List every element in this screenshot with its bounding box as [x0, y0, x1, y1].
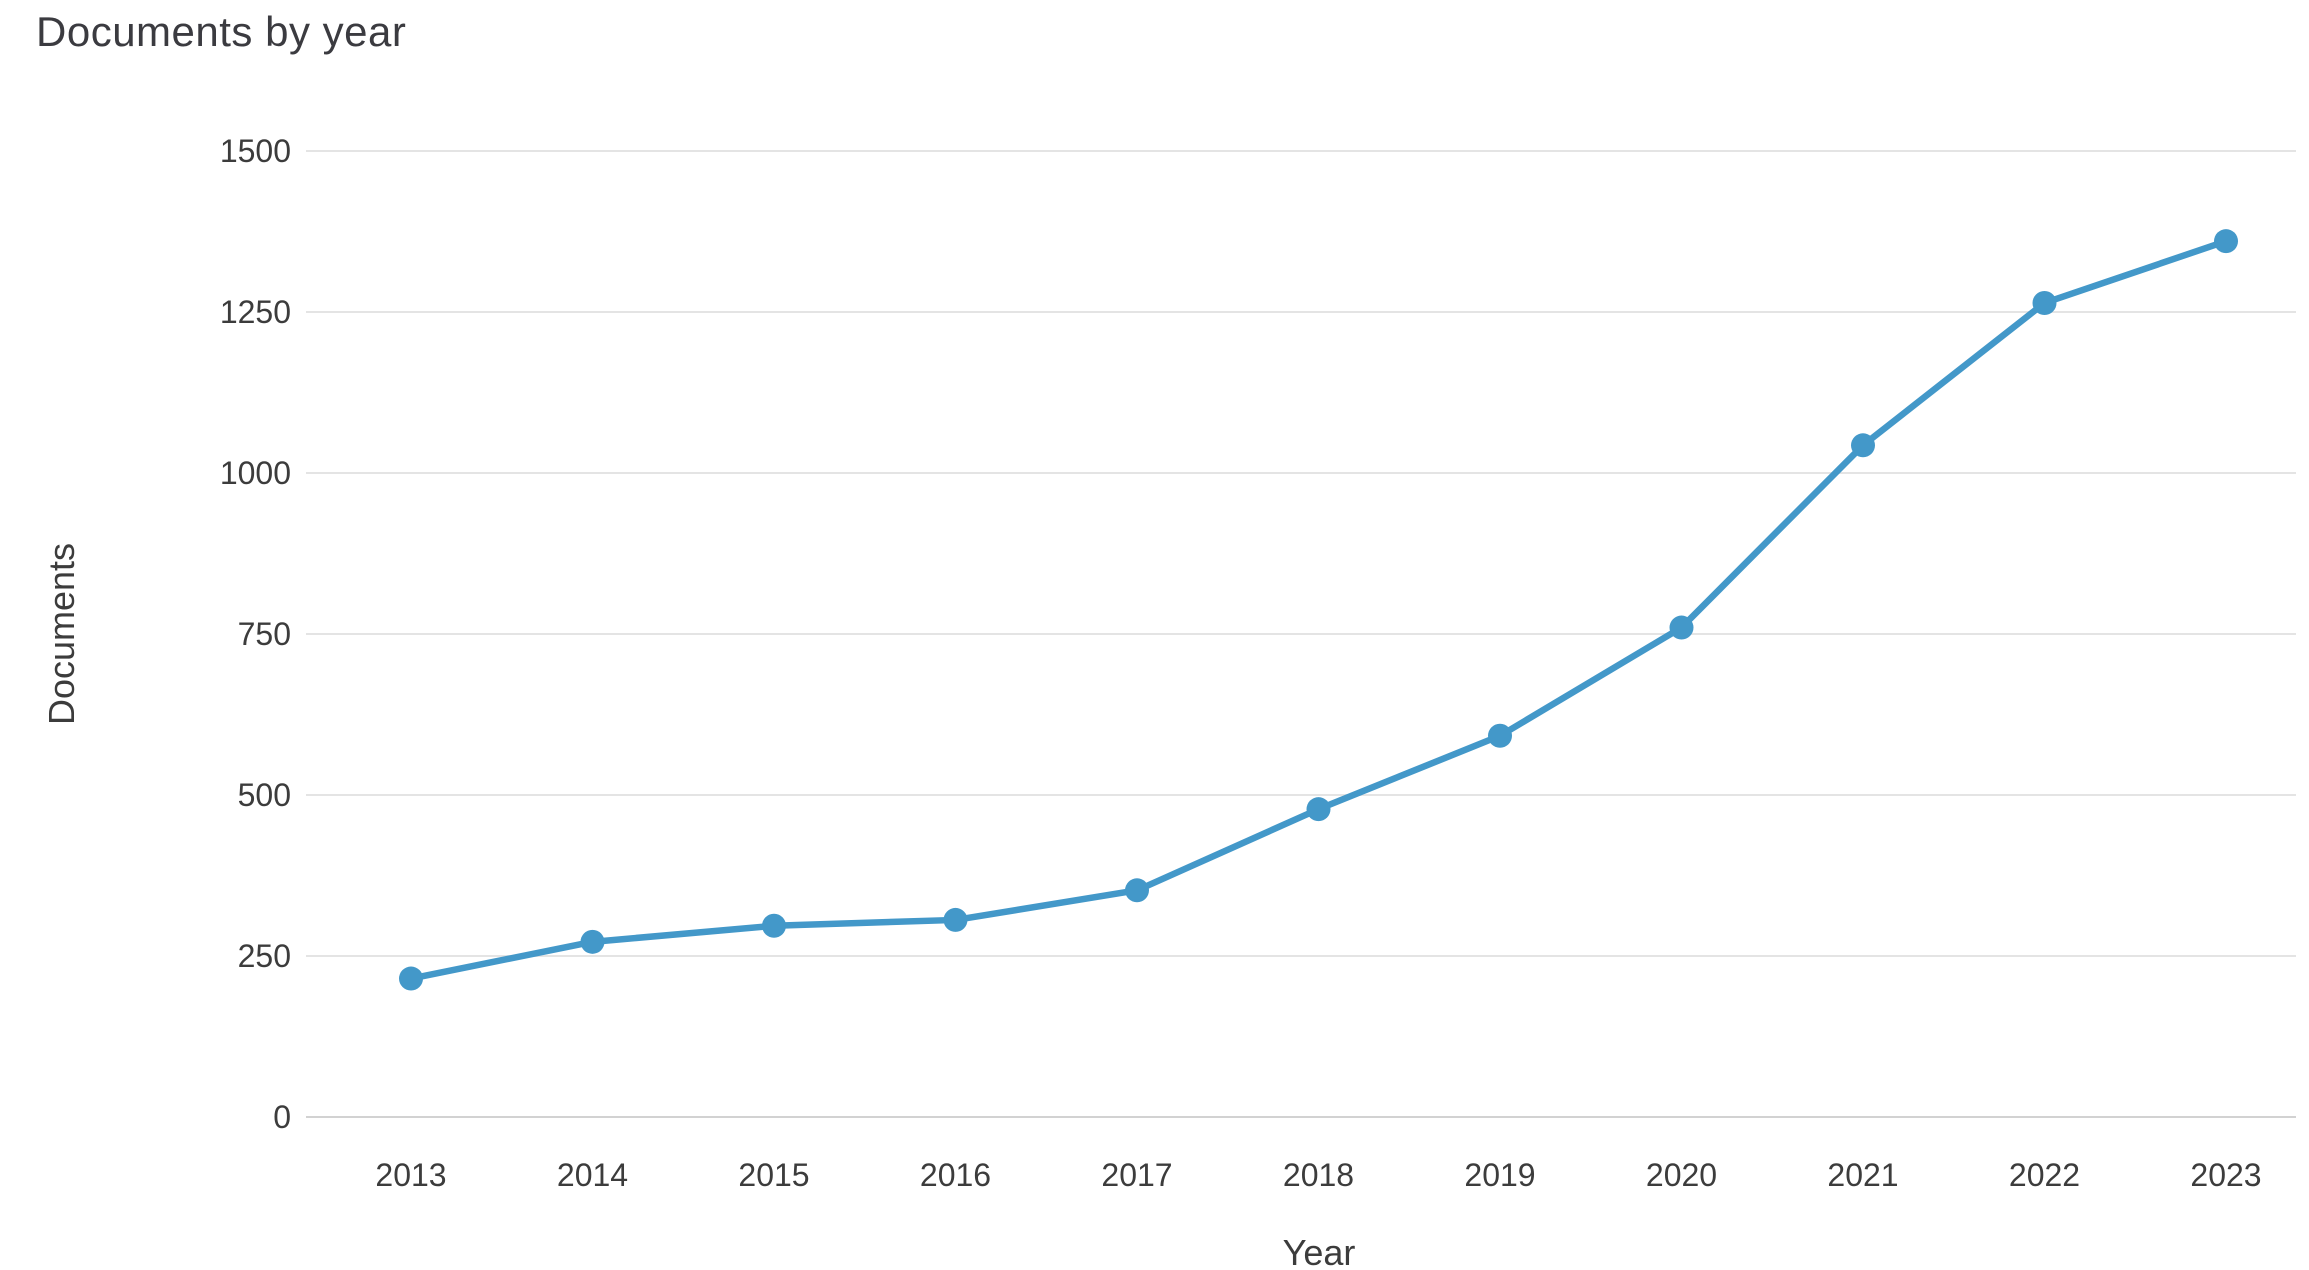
- y-tick-label: 500: [238, 777, 291, 813]
- data-point-marker: [943, 907, 968, 932]
- x-tick-label: 2021: [1827, 1157, 1898, 1193]
- chart-title: Documents by year: [36, 8, 407, 55]
- x-tick-label: 2022: [2009, 1157, 2080, 1193]
- documents-series-line: [407, 237, 2230, 982]
- x-tick-label: 2017: [1101, 1157, 1172, 1193]
- x-tick-label: 2015: [738, 1157, 809, 1193]
- x-tick-label: 2016: [920, 1157, 991, 1193]
- x-tick-label: 2020: [1646, 1157, 1717, 1193]
- x-tick-label: 2019: [1464, 1157, 1535, 1193]
- y-tick-label: 1000: [220, 455, 291, 491]
- y-tick-label: 1500: [220, 133, 291, 169]
- x-axis-title: Year: [1282, 1232, 1356, 1270]
- x-tick-label: 2014: [557, 1157, 628, 1193]
- x-tick-label: 2023: [2190, 1157, 2261, 1193]
- data-point-marker: [762, 913, 786, 938]
- data-point-marker: [2214, 229, 2238, 254]
- x-tick-label: 2018: [1283, 1157, 1354, 1193]
- data-point-marker: [1851, 433, 1875, 458]
- y-tick-label: 1250: [220, 294, 291, 330]
- data-point-marker: [1669, 615, 1694, 640]
- y-tick-label: 0: [273, 1099, 291, 1135]
- data-point-marker: [2032, 290, 2057, 315]
- data-point-marker: [580, 929, 605, 954]
- x-tick-label: 2013: [375, 1157, 446, 1193]
- data-point-marker: [1488, 723, 1512, 748]
- y-tick-label: 750: [238, 616, 291, 652]
- data-point-marker: [1306, 797, 1331, 822]
- y-tick-label: 250: [238, 938, 291, 974]
- data-point-marker: [399, 966, 423, 991]
- data-point-marker: [1125, 878, 1149, 903]
